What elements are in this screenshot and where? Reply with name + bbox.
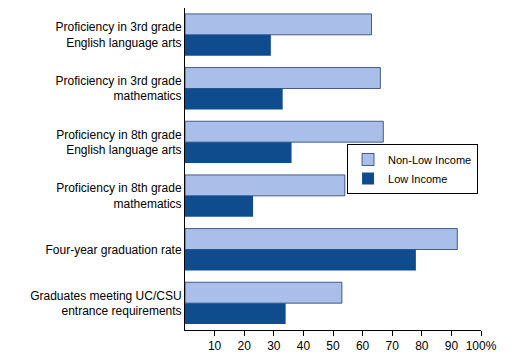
svg-text:Proficiency in 8th gradeEnglis: Proficiency in 8th gradeEnglish language…: [56, 128, 182, 158]
svg-text:100%: 100%: [466, 339, 497, 353]
svg-text:Proficiency in 3rd grademathem: Proficiency in 3rd grademathematics: [56, 74, 182, 104]
svg-text:20: 20: [238, 339, 252, 353]
svg-text:70: 70: [386, 339, 400, 353]
svg-text:Graduates meeting UC/CSUentran: Graduates meeting UC/CSUentrance require…: [30, 289, 181, 319]
svg-text:50: 50: [326, 339, 340, 353]
svg-text:Four-year graduation rate: Four-year graduation rate: [46, 243, 182, 257]
svg-text:90: 90: [445, 339, 459, 353]
svg-text:Low Income: Low Income: [388, 173, 447, 185]
svg-text:60: 60: [356, 339, 370, 353]
svg-text:10: 10: [208, 339, 222, 353]
svg-text:40: 40: [297, 339, 311, 353]
svg-text:Proficiency in 3rd gradeEnglis: Proficiency in 3rd gradeEnglish language…: [56, 20, 182, 50]
svg-text:Proficiency in 8th grademathem: Proficiency in 8th grademathematics: [56, 181, 182, 211]
svg-text:Non-Low Income: Non-Low Income: [388, 154, 471, 166]
svg-text:80: 80: [415, 339, 429, 353]
svg-text:30: 30: [267, 339, 281, 353]
